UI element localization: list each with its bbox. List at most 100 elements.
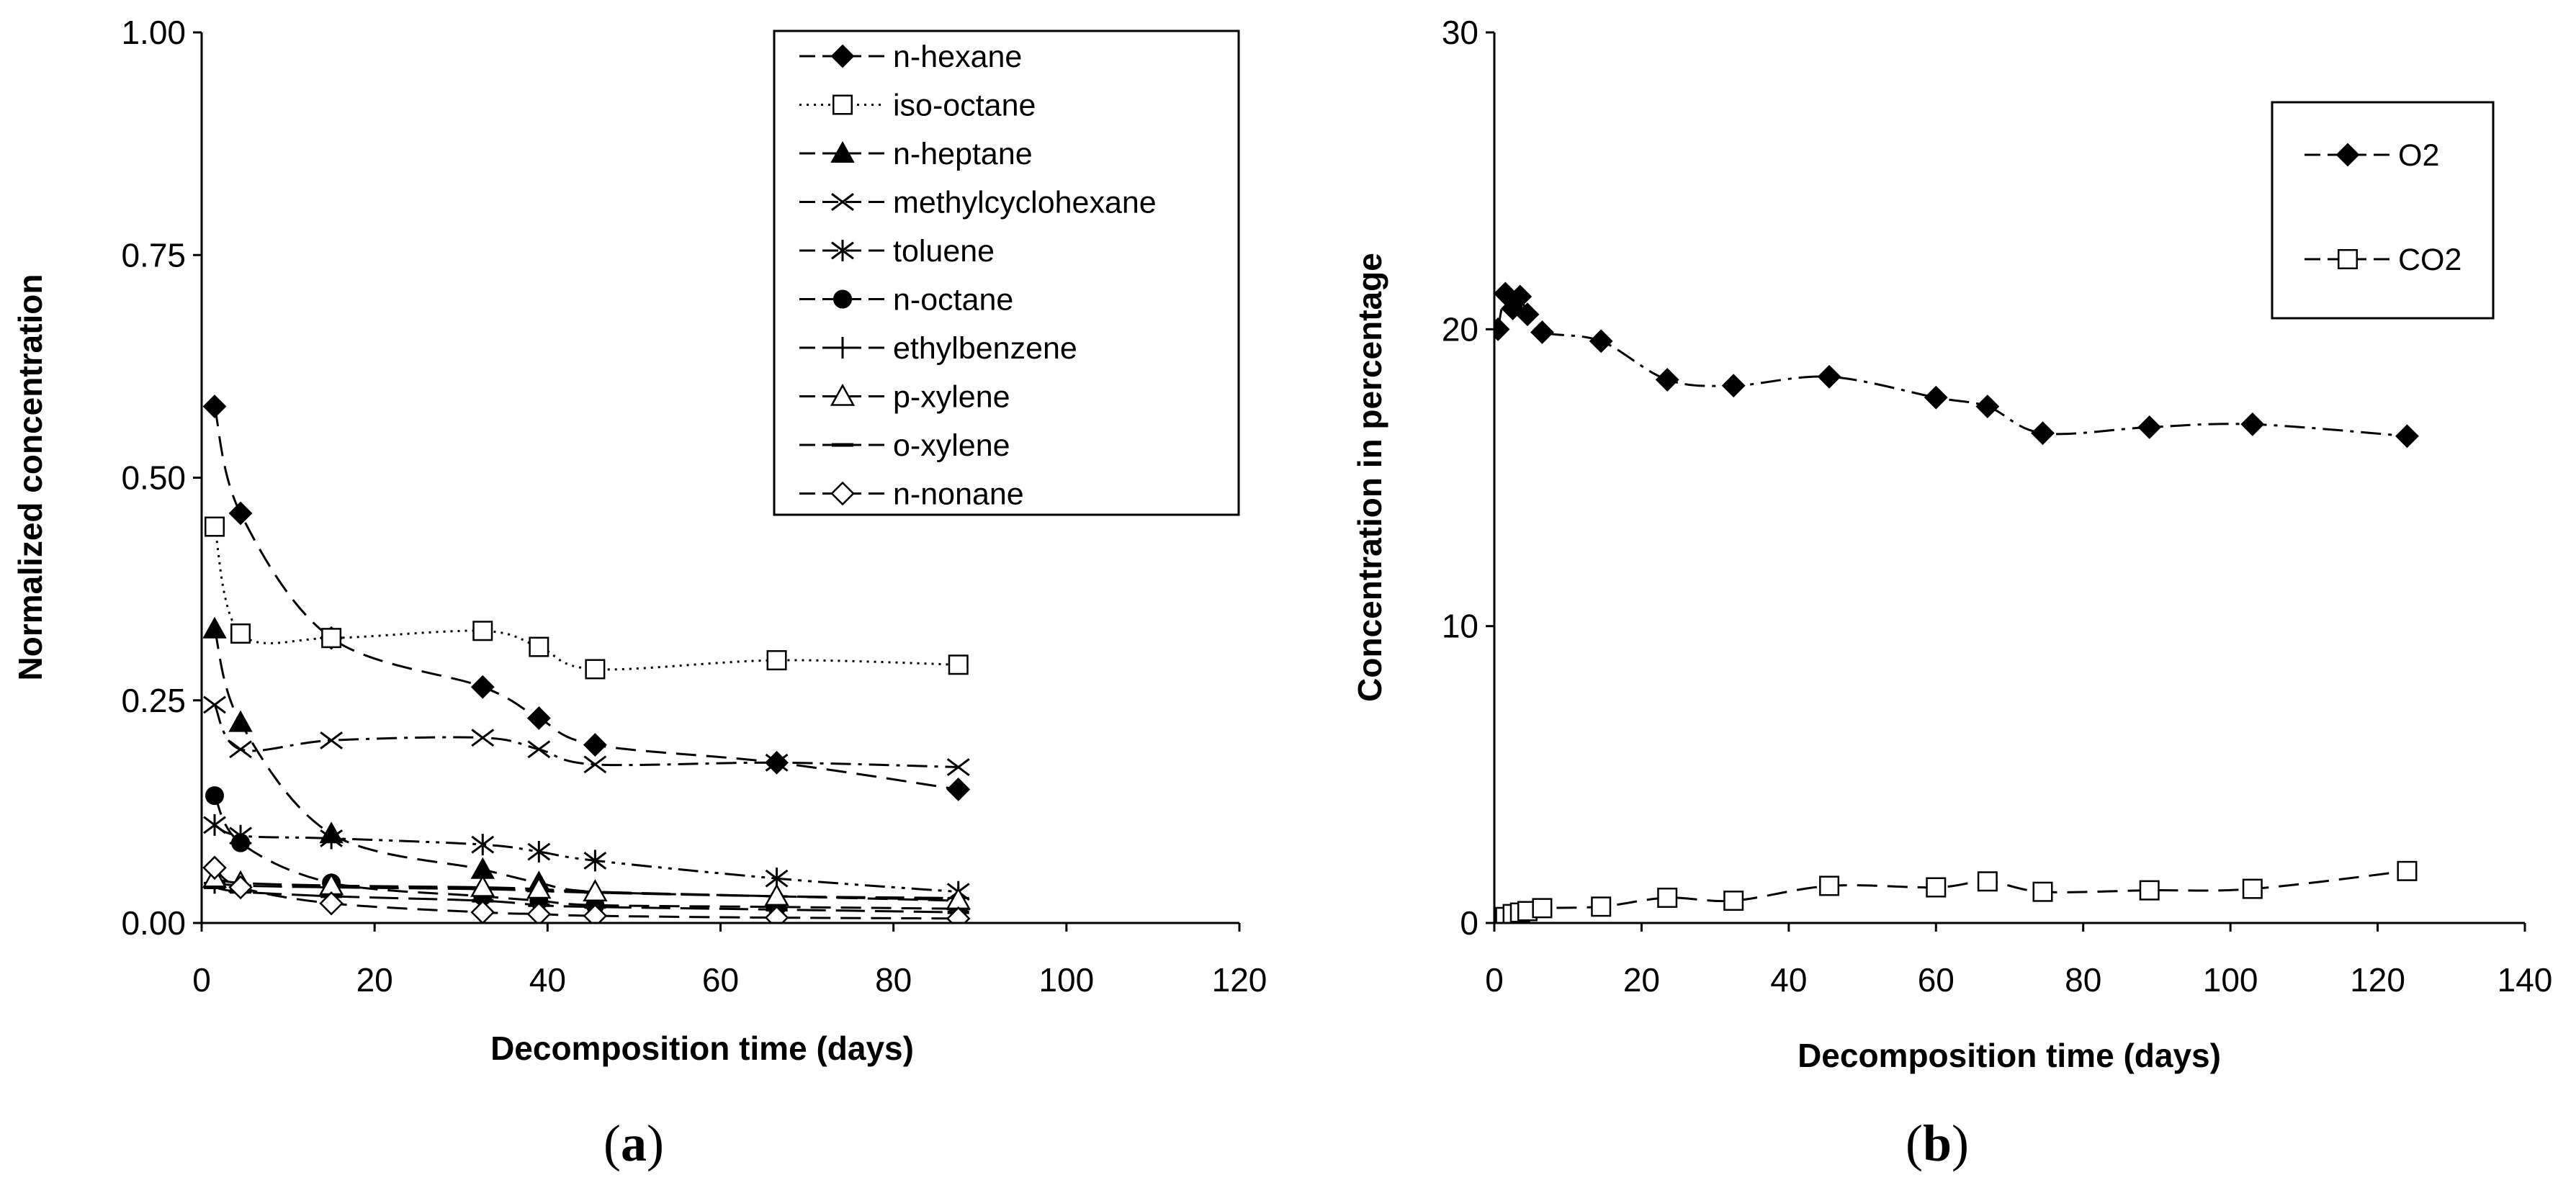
chart-b-legend: O2 CO2 [2271,101,2495,320]
chart-b-point-CO2 [1723,891,1744,911]
chart-a-point-n-hexane [228,501,253,526]
chart-a-point-methylcyclohexane [527,740,551,759]
chart-b-point-O2 [1530,320,1554,344]
chart-a-point-n-nonane [319,891,344,916]
chart-b-series-CO2 [1494,860,2418,923]
chart-a-legend-label: p-xylene [893,380,1010,415]
chart-b-series-O2 [1494,282,2419,449]
chart-a-point-n-nonane [764,905,789,923]
chart-a-panel-label: (a) [603,1114,664,1172]
chart-b-point-O2 [1655,368,1679,392]
chart-a-legend-marker-toluene [831,240,854,261]
chart-b-ytick-label: 20 [1442,310,1478,348]
chart-a-point-methylcyclohexane [946,758,970,776]
chart-b-xtick-label: 20 [1623,961,1660,999]
chart-b-point-O2 [1508,284,1532,309]
chart-a-series-n-nonane [202,855,971,923]
chart-a-line-toluene [214,824,959,893]
chart-b-ylabel: Concentration in percentage [1351,253,1388,702]
chart-b-ytick-label: 0 [1460,904,1478,942]
chart-a-point-methylcyclohexane [765,753,789,772]
chart-a-x-ticks: 0 20 40 60 80 100 120 [192,923,1267,999]
chart-a-point-n-hexane [526,706,551,730]
chart-a-legend: n-hexane iso-octane n-heptane methylcyclohe… [773,30,1240,516]
chart-b-point-CO2 [2242,878,2263,899]
chart-a-series-iso-octane [205,516,969,680]
chart-b-point-O2 [2240,412,2265,436]
chart-b-point-CO2 [1591,896,1612,917]
chart-a-legend-marker-methylcyclohexane [831,193,854,211]
chart-a-point-p-xylene [764,883,789,906]
chart-b: 0 20 40 60 80 100 120 140 0 10 20 30 Decomposition… [1351,14,2552,1172]
chart-a-point-iso-octane [766,650,787,671]
chart-b-xtick-label: 140 [2498,961,2553,999]
chart-b-y-ticks: 0 10 20 30 [1442,14,1494,942]
chart-a-legend-marker-iso-octane [833,94,853,115]
chart-a-ytick-label: 0.00 [121,904,186,942]
chart-a-point-iso-octane [529,636,549,657]
chart-a-point-p-xylene [470,874,495,897]
chart-a-xtick-label: 120 [1212,961,1267,999]
chart-a-legend-marker-ethylbenzene [832,337,853,359]
chart-b-xtick-label: 80 [2065,961,2101,999]
chart-b-ytick-label: 30 [1442,14,1478,51]
chart-a-point-iso-octane [948,654,969,675]
chart-a-point-n-octane [205,786,225,806]
chart-b-point-O2 [1494,317,1510,341]
chart-b-point-O2 [2395,424,2419,449]
chart-a-legend-marker-n-octane [833,289,852,309]
chart-b-point-O2 [2137,415,2162,439]
chart-a-point-n-heptane [228,710,253,732]
chart-a-series-layer [202,395,971,923]
chart-a-legend-label: n-hexane [893,40,1022,74]
chart-a-legend-marker-n-nonane [830,481,855,506]
chart-a-point-n-nonane [583,904,608,923]
chart-b-point-CO2 [1819,875,1840,896]
chart-b-point-O2 [1975,395,2000,418]
chart-a-point-toluene [203,814,226,836]
chart-b-xtick-label: 60 [1918,961,1955,999]
chart-a-y-ticks: 0.00 0.25 0.50 0.75 1.00 [121,14,202,942]
chart-a-point-iso-octane [321,628,342,649]
chart-a-legend-marker-n-heptane [830,140,855,163]
chart-a-ytick-label: 1.00 [121,14,186,51]
chart-a-legend-label: iso-octane [893,89,1036,123]
chart-b-point-CO2 [1977,871,1998,892]
chart-a-point-n-hexane [583,733,607,757]
chart-b-series-layer [1494,282,2419,923]
chart-a-point-n-nonane [470,900,495,923]
chart-b-xlabel: Decomposition time (days) [1798,1037,2221,1074]
chart-a-point-iso-octane [472,621,493,641]
chart-a-point-methylcyclohexane [229,740,252,759]
chart-a-point-p-xylene [583,879,608,901]
chart-b-x-ticks: 0 20 40 60 80 100 120 140 [1485,923,2552,999]
chart-a-ytick-label: 0.25 [121,682,186,719]
chart-a-xtick-label: 40 [529,961,566,999]
chart-a-legend-marker-p-xylene [830,383,856,406]
chart-a-point-toluene [583,850,607,872]
chart-a-ytick-label: 0.75 [121,236,186,274]
chart-a-ylabel: Normalized concentration [12,274,49,681]
chart-a-point-n-nonane [526,901,552,923]
chart-a-xtick-label: 100 [1038,961,1094,999]
chart-b-ytick-label: 10 [1442,608,1478,645]
chart-a-ytick-label: 0.50 [121,459,186,497]
chart-b-xtick-label: 100 [2203,961,2258,999]
chart-a-xtick-label: 0 [192,961,211,999]
chart-b-line-O2 [1496,292,2407,438]
chart-a-point-methylcyclohexane [203,695,226,714]
chart-a-point-n-nonane [202,855,227,881]
chart-a-point-iso-octane [585,659,606,680]
chart-b-point-O2 [1515,302,1540,327]
chart-a-point-toluene [320,827,344,850]
chart-b-legend-box [2271,101,2495,320]
chart-b-point-CO2 [1532,898,1553,919]
chart-a-point-methylcyclohexane [471,729,495,747]
chart-a-legend-label: toluene [893,234,995,269]
chart-b-point-CO2 [1657,887,1678,908]
chart-a-legend-label: n-heptane [893,137,1033,171]
chart-b-xtick-label: 0 [1485,961,1504,999]
chart-b-point-O2 [1817,364,1841,389]
chart-b-point-O2 [2031,421,2055,446]
